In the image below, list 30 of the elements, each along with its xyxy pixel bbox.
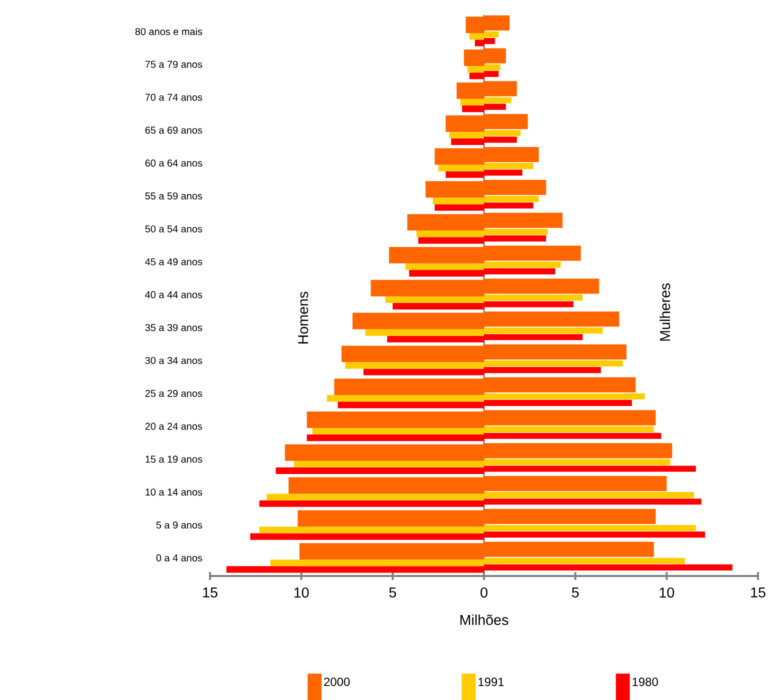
y-tick-label: 25 a 29 anos [145,390,202,397]
y-tick-label: 65 a 69 anos [145,126,202,134]
text: 1991 [478,678,504,686]
text: 2000 [324,678,350,686]
y-tick-label: 70 a 74 anos [145,94,202,101]
y-tick-label: 50 a 54 anos [145,225,202,232]
y-tick-label: 5 a 9 anos [156,521,202,529]
y-tick-label: 35 a 39 anos [145,324,202,332]
y-tick-label: 20 a 24 anos [145,422,202,430]
text: 1980 [632,678,658,686]
y-tick-label: 75 a 79 anos [145,60,202,68]
x-tick-label: 10 [294,588,309,598]
x-axis-title: Milhões [460,614,508,625]
x-tick-label: 15 [203,588,218,598]
annotation: Mulheres [660,283,670,341]
y-tick-label: 45 a 49 anos [145,258,202,266]
y-tick-label: 55 a 59 anos [145,192,202,200]
y-tick-label: 0 a 4 anos [156,554,202,562]
y-tick-label: 60 a 64 anos [145,160,202,167]
x-tick-label: 5 [572,588,579,598]
y-tick-label: 10 a 14 anos [146,488,202,496]
y-tick-label: 30 a 34 anos [145,356,202,364]
annotation: Homens [298,292,308,344]
y-tick-label: 15 a 19 anos [146,456,202,463]
x-tick-label: 15 [751,588,766,598]
y-tick-label: 40 a 44 anos [145,291,202,298]
x-tick-label: 5 [389,588,396,598]
x-tick-label: 10 [660,588,674,598]
y-tick-label: 80 anos e mais [135,28,202,36]
x-tick-label: 0 [480,588,488,598]
